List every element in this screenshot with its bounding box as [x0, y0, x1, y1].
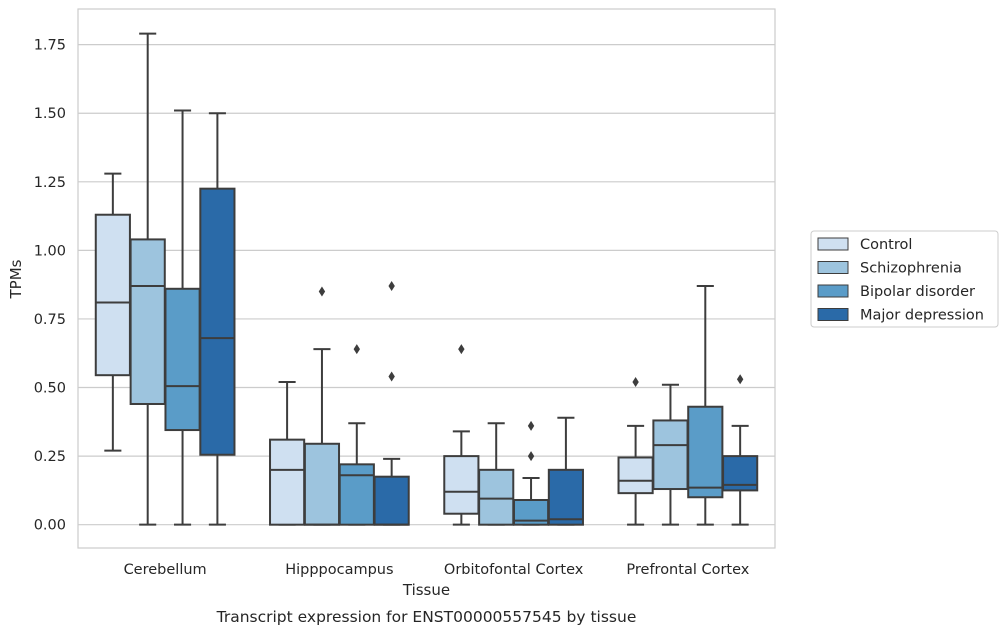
- y-tick-label: 0.75: [34, 312, 66, 328]
- outlier-marker: [458, 344, 465, 355]
- box-3-0: [617, 377, 654, 526]
- y-tick-label: 0.00: [34, 518, 66, 534]
- legend-label: Schizophrenia: [860, 261, 962, 277]
- outlier-marker: [388, 371, 395, 382]
- legend-swatch: [817, 308, 849, 321]
- outlier-marker: [527, 420, 535, 431]
- box-0-3: [199, 112, 236, 526]
- chart-caption: Transcript expression for ENST0000055754…: [216, 608, 637, 626]
- box-0-0: [94, 172, 131, 452]
- legend-label: Major depression: [860, 308, 984, 324]
- outlier-marker: [353, 344, 360, 355]
- iqr-box: [129, 238, 166, 405]
- iqr-box: [652, 419, 689, 491]
- legend-label: Control: [860, 237, 912, 253]
- x-tick-label: Cerebellum: [124, 562, 207, 578]
- box-2-2: [512, 420, 550, 526]
- box-1-0: [269, 381, 306, 526]
- y-tick-labels: 0.00 0.25 0.50 0.75 1.00 1.25 1.50 1.75: [34, 38, 66, 534]
- iqr-box: [547, 468, 584, 526]
- box-0-2: [164, 109, 201, 526]
- iqr-box: [617, 456, 654, 495]
- iqr-box: [443, 455, 480, 515]
- outlier-marker: [318, 286, 326, 297]
- iqr-box: [373, 475, 410, 526]
- box-1-1: [303, 286, 341, 526]
- box-3-3: [722, 374, 759, 526]
- box-3-1: [652, 383, 689, 526]
- outlier-marker: [736, 374, 744, 385]
- x-tick-label: Orbitofontal Cortex: [444, 562, 584, 578]
- legend-swatch: [817, 261, 849, 274]
- y-tick-label: 1.75: [34, 38, 66, 54]
- x-tick-label: Hipppocampus: [285, 562, 393, 578]
- legend-frame: [810, 230, 999, 328]
- box-2-0: [443, 344, 480, 526]
- iqr-box: [478, 468, 515, 526]
- outlier-marker: [388, 281, 395, 292]
- box-1-2: [338, 344, 375, 526]
- y-tick-label: 0.50: [34, 381, 66, 397]
- box-3-2: [687, 285, 724, 526]
- x-tick-label: Prefrontal Cortex: [626, 562, 749, 578]
- box-2-3: [547, 416, 584, 526]
- iqr-box: [94, 213, 131, 377]
- iqr-box: [269, 438, 306, 526]
- y-axis-label: TPMs: [7, 259, 25, 299]
- iqr-box: [338, 463, 375, 526]
- y-tick-label: 1.25: [34, 175, 66, 191]
- iqr-box: [199, 187, 236, 456]
- iqr-box: [164, 287, 201, 432]
- box-layer: [94, 32, 759, 526]
- box-0-1: [129, 32, 166, 526]
- outlier-marker: [527, 451, 535, 462]
- legend-items: Control Schizophrenia Bipolar disorder Majo…: [817, 237, 984, 324]
- y-tick-label: 0.25: [34, 449, 66, 465]
- legend: Control Schizophrenia Bipolar disorder Majo…: [810, 230, 999, 328]
- box-1-3: [373, 281, 410, 526]
- y-tick-label: 1.00: [34, 243, 66, 259]
- box-2-1: [478, 422, 515, 526]
- outlier-marker: [632, 377, 639, 388]
- legend-swatch: [817, 237, 849, 251]
- x-axis-label: Tissue: [402, 581, 450, 599]
- legend-label: Bipolar disorder: [860, 284, 975, 300]
- legend-swatch: [817, 284, 849, 298]
- iqr-box: [303, 442, 341, 526]
- x-tick-labels: Cerebellum Hipppocampus Orbitofontal Corte…: [124, 562, 750, 578]
- iqr-box: [687, 405, 724, 499]
- y-tick-label: 1.50: [34, 106, 66, 122]
